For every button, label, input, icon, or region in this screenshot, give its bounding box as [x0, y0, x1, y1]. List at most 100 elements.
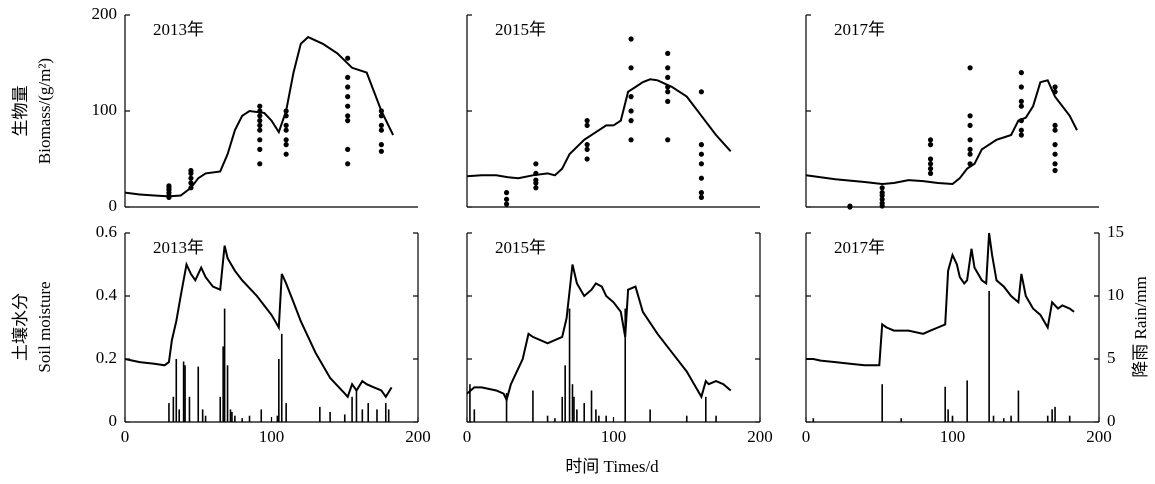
point [967, 151, 973, 157]
point [927, 170, 934, 176]
rain-bar [715, 415, 717, 422]
panel-title: 2015年 [495, 20, 546, 39]
rain-bar [1046, 415, 1049, 422]
point [698, 161, 705, 167]
point [1018, 103, 1024, 109]
rain-bar [576, 409, 578, 422]
x-tick-label: 100 [940, 427, 966, 446]
rain-bar [951, 415, 954, 422]
point [698, 89, 705, 95]
rain-bar [812, 418, 815, 422]
y-tick-label: 0.6 [96, 222, 117, 241]
point [345, 103, 351, 109]
point [665, 84, 671, 90]
rain-bar [175, 359, 178, 422]
rain-bar [704, 396, 707, 422]
rain-bar [231, 411, 233, 422]
point [257, 127, 263, 133]
rain-bar [248, 415, 251, 422]
rain-bar [571, 384, 574, 422]
rain-bar [966, 380, 968, 422]
point [503, 190, 510, 196]
x-tick-label: 0 [121, 427, 130, 446]
rain-bar [168, 403, 170, 422]
point [378, 127, 384, 133]
point [628, 118, 634, 124]
x-tick-label: 200 [405, 427, 431, 446]
y-tick-label: 0 [109, 411, 118, 430]
point [1018, 84, 1024, 90]
rain-bar [505, 393, 508, 422]
point [584, 122, 590, 128]
point [257, 161, 263, 167]
x-tick-label: 100 [601, 427, 627, 446]
x-tick-label: 0 [463, 427, 472, 446]
point [283, 122, 289, 128]
point [1052, 161, 1058, 167]
rain-bar [276, 415, 279, 422]
rain-bar [944, 386, 946, 422]
point [1052, 127, 1058, 133]
rain-bar [554, 418, 556, 422]
x-label: 时间 Times/d [565, 457, 659, 476]
point [533, 185, 539, 191]
rain-bar [361, 409, 364, 422]
rain-bar [561, 396, 564, 422]
rain-bar [605, 415, 607, 422]
point [698, 142, 705, 148]
point [879, 190, 885, 196]
x-tick-label: 200 [1086, 427, 1112, 446]
point [283, 108, 289, 114]
point [378, 108, 384, 114]
rain-bar [573, 396, 575, 422]
point [927, 142, 934, 148]
y2-tick-label: 15 [1107, 222, 1124, 241]
point [345, 74, 351, 80]
point [584, 156, 590, 162]
rain-bar [568, 308, 571, 422]
y-tick-label: 200 [92, 4, 118, 23]
line [466, 78, 732, 180]
point [665, 137, 671, 143]
rain-bar [182, 361, 185, 422]
y-label-cn: 生物量 [11, 86, 30, 137]
point [665, 65, 671, 71]
line [466, 264, 732, 403]
rain-bar [598, 415, 600, 422]
point [584, 146, 590, 152]
y2-tick-label: 5 [1107, 348, 1116, 367]
rain-bar [222, 346, 224, 422]
rain-bar [260, 409, 263, 422]
y-tick-label: 0.4 [96, 285, 118, 304]
rain-bar [355, 390, 358, 422]
point [378, 113, 384, 119]
point [283, 142, 289, 148]
y2-tick-label: 10 [1107, 285, 1124, 304]
y2-label: 降雨 Rain/mm [1131, 276, 1150, 378]
point [345, 94, 351, 100]
point [1018, 127, 1024, 133]
rain-bar [219, 396, 222, 422]
rain-bar [590, 390, 593, 422]
rain-bar [595, 409, 597, 422]
point [927, 156, 934, 162]
point [257, 122, 263, 128]
point [378, 148, 384, 154]
rain-bar [229, 409, 232, 422]
line [124, 35, 394, 198]
point [584, 142, 590, 148]
point [1052, 122, 1058, 128]
rain-bar [184, 365, 186, 422]
point [698, 175, 705, 181]
rain-bar [384, 403, 387, 422]
point [1018, 70, 1024, 76]
panel-title: 2013年 [153, 20, 204, 39]
point [967, 137, 973, 143]
point [345, 55, 351, 61]
point [879, 196, 885, 202]
rain-bar [473, 409, 476, 422]
point [1052, 89, 1058, 95]
rain-bar [1010, 415, 1012, 422]
point [665, 89, 671, 95]
